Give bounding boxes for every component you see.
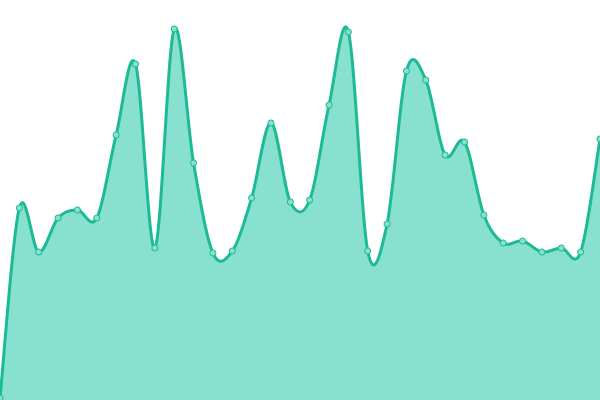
point [267, 119, 275, 127]
point [364, 247, 372, 255]
point [228, 247, 236, 255]
point [35, 248, 43, 256]
point [54, 214, 62, 222]
point [248, 194, 256, 202]
point [131, 60, 139, 68]
point [538, 248, 546, 256]
point [73, 206, 81, 214]
point [596, 135, 600, 143]
point [402, 67, 410, 75]
point [383, 220, 391, 228]
point [0, 394, 4, 400]
point [557, 244, 565, 252]
point [480, 211, 488, 219]
point [306, 196, 314, 204]
point [461, 138, 469, 146]
point [344, 28, 352, 36]
point [93, 214, 101, 222]
point [286, 198, 294, 206]
point [422, 76, 430, 84]
area [0, 26, 600, 400]
point [15, 204, 23, 212]
point [577, 248, 585, 256]
point [325, 101, 333, 109]
point [190, 159, 198, 167]
point [112, 131, 120, 139]
point [151, 244, 159, 252]
point [499, 239, 507, 247]
point [441, 151, 449, 159]
point [170, 25, 178, 33]
point [519, 237, 527, 245]
point [209, 249, 217, 257]
